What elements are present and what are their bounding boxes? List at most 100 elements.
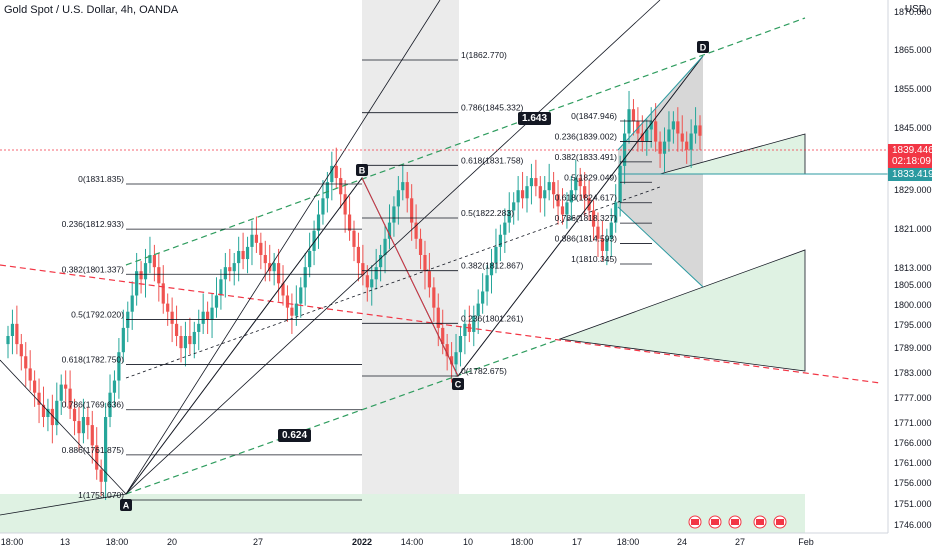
fib-right-level-label: 0.5(1829.049) — [564, 172, 617, 182]
fib-layer: 0(1831.835) 0.236(1812.933) 0.382(1801.337… — [62, 50, 652, 501]
candle-body — [77, 421, 81, 434]
economic-event-icon — [688, 515, 702, 529]
candle-body — [654, 121, 658, 142]
candle-body — [108, 392, 112, 417]
candle-body — [37, 392, 41, 405]
fib-middle-level-label: 0.5(1822.283) — [461, 208, 514, 218]
currency-label[interactable]: USD — [904, 4, 926, 15]
ratio-label-lower: 0.624 — [278, 429, 312, 442]
candle-body — [441, 327, 445, 345]
candle-body — [197, 323, 201, 332]
candle-body — [232, 263, 236, 272]
fib-middle-level-label: 0.618(1831.758) — [461, 155, 524, 165]
candle-body — [489, 263, 494, 276]
point-marker-d — [697, 41, 709, 53]
candle-body — [316, 214, 321, 231]
fib-right-level-label: 0.382(1833.491) — [555, 152, 618, 162]
dotted-midline — [125, 186, 661, 379]
candle-body — [312, 230, 316, 251]
candle-body — [401, 182, 405, 191]
candle-body — [152, 255, 156, 268]
candle-body — [454, 352, 458, 365]
y-tick-label: 1751.000 — [894, 499, 932, 509]
candle-body — [90, 425, 94, 446]
y-tick-label: 1766.000 — [894, 438, 932, 448]
candle-body — [560, 206, 565, 215]
line-price: 1833.419 — [892, 169, 932, 180]
candle-body — [81, 417, 86, 434]
candle-body — [334, 165, 338, 179]
candle-body — [578, 178, 582, 187]
candle-body — [121, 327, 125, 353]
fib-middle-level-label: 0.382(1812.867) — [461, 261, 524, 271]
candle-body — [112, 380, 117, 393]
green-dashed-lower-channel — [125, 338, 561, 495]
fib-right-level-label: 0.886(1814.593) — [555, 234, 618, 244]
candle-body — [414, 222, 418, 239]
flag-stripe — [711, 519, 719, 525]
candle-body — [667, 129, 671, 142]
candle-body — [649, 121, 653, 130]
x-tick-label: 2022 — [352, 537, 372, 547]
candle-body — [210, 307, 214, 320]
candle-body — [148, 255, 152, 264]
y-tick-label: 1771.000 — [894, 418, 932, 428]
ratio-label-upper: 1.643 — [518, 112, 552, 125]
candle-body — [192, 331, 196, 345]
fib-right-level-label: 0.236(1839.002) — [555, 131, 618, 141]
candle-body — [55, 400, 59, 426]
y-tick-label: 1783.000 — [894, 368, 932, 378]
candle-body — [95, 445, 99, 470]
gann-fan-line-2 — [125, 0, 441, 495]
economic-event-icon — [773, 515, 787, 529]
candle-body — [268, 263, 272, 272]
x-tick-label: 27 — [253, 537, 263, 547]
candle-body — [361, 263, 365, 276]
fib-left-level-label: 0.886(1761.875) — [62, 445, 125, 455]
candle-body — [676, 121, 680, 134]
candle-body — [476, 303, 480, 316]
candle-body — [534, 178, 538, 187]
candle-body — [117, 352, 121, 381]
candle-body — [183, 336, 188, 349]
candle-body — [680, 133, 684, 142]
candle-body — [693, 125, 698, 134]
candle-body — [321, 198, 325, 215]
drawings-layer: A B C D — [0, 0, 932, 529]
candle-body — [640, 133, 644, 142]
candle-body — [520, 190, 525, 199]
candle-body — [418, 238, 423, 255]
candle-body — [281, 283, 285, 296]
candle-body — [436, 307, 440, 328]
gann-fan-line-1 — [125, 0, 661, 495]
y-tick-label: 1795.000 — [894, 320, 932, 330]
candle-body — [330, 165, 334, 183]
candle-body — [574, 178, 578, 191]
triangle-shade — [618, 56, 703, 287]
y-tick-label: 1855.000 — [894, 84, 932, 94]
y-axis[interactable]: 1870.0001865.0001855.0001845.0001837.000… — [887, 0, 932, 533]
x-tick-label: 10 — [463, 537, 473, 547]
candle-body — [254, 234, 259, 243]
chart-title: Gold Spot / U.S. Dollar, 4h, OANDA — [4, 4, 179, 16]
candle-body — [605, 238, 609, 251]
candle-body — [689, 133, 693, 150]
candle-body — [396, 190, 400, 207]
candle-body — [512, 202, 516, 211]
x-axis[interactable]: 18:00 13 18:00 20 27 2022 14:00 10 18:00 17 18:00 2… — [0, 532, 888, 547]
x-tick-label: 27 — [735, 537, 745, 547]
candle-body — [392, 206, 396, 223]
candle-body — [308, 250, 312, 268]
candle-body — [552, 182, 556, 195]
point-marker-b — [356, 164, 368, 176]
point-marker-a — [120, 499, 132, 511]
candle-body — [374, 267, 378, 280]
candle-body — [387, 222, 392, 239]
current-price: 1839.446 — [892, 145, 932, 156]
bc-leg — [361, 177, 459, 377]
candle-body — [352, 230, 356, 247]
flag-stripe — [691, 519, 699, 525]
y-tick-label: 1865.000 — [894, 45, 932, 55]
fib-middle-level-label: 0.236(1801.261) — [461, 313, 524, 323]
